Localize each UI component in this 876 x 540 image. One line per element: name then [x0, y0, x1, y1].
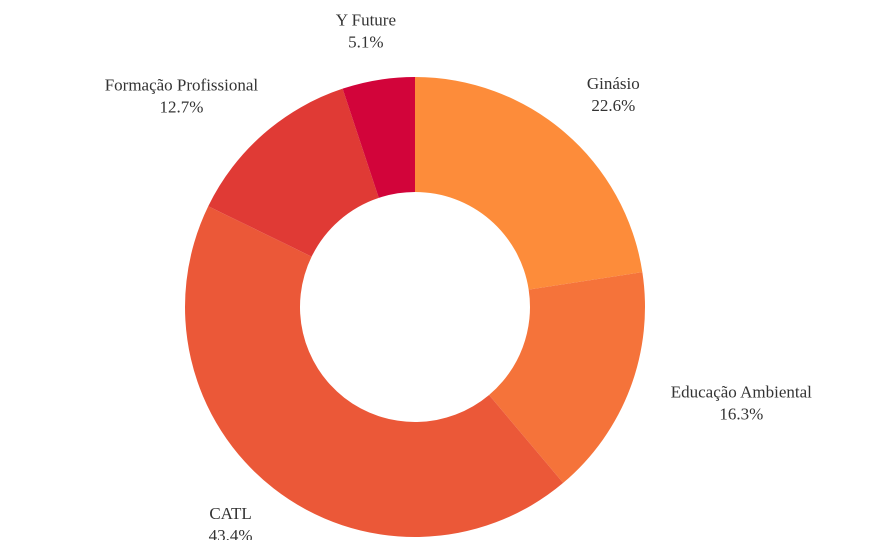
slice-value-label: 43.4%	[209, 526, 253, 540]
slice-label: Educação Ambiental	[671, 383, 812, 402]
donut-slice	[415, 77, 643, 290]
donut-slice	[208, 88, 379, 257]
slice-label: Formação Profissional	[105, 76, 259, 95]
slice-value-label: 16.3%	[719, 405, 763, 424]
slice-value-label: 5.1%	[348, 32, 383, 51]
slice-label: Y Future	[336, 10, 396, 29]
slice-label: Ginásio	[587, 74, 640, 93]
slice-value-label: 12.7%	[159, 98, 203, 117]
donut-slice	[185, 206, 564, 537]
donut-slice	[489, 272, 645, 483]
donut-slice	[342, 77, 415, 198]
slice-value-label: 22.6%	[591, 96, 635, 115]
slice-label: CATL	[209, 504, 252, 523]
